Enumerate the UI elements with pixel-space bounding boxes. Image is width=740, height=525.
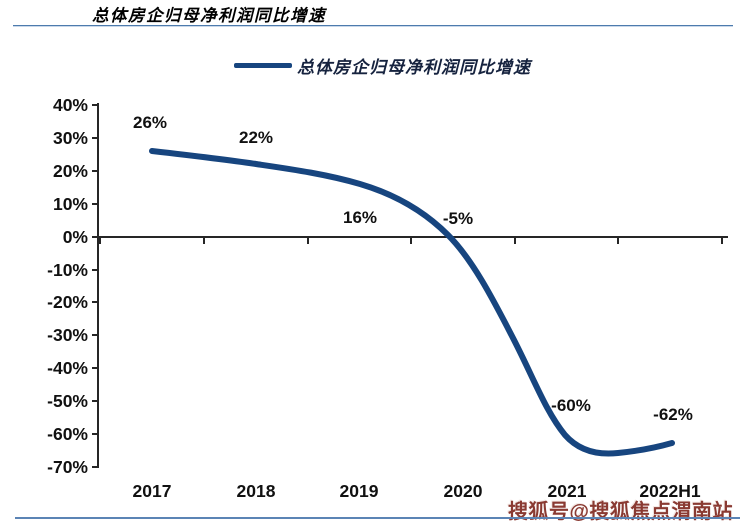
series-line <box>149 148 675 457</box>
y-tick-label: 30% <box>53 128 88 148</box>
y-tick-label: 0% <box>63 227 89 247</box>
x-tick-label: 2020 <box>444 481 483 501</box>
chart-legend: 总体房企归母净利润同比增速 <box>234 53 531 78</box>
data-label: 26% <box>133 113 167 132</box>
data-label: -62% <box>653 405 693 424</box>
data-label: 16% <box>343 208 377 227</box>
y-tick-label: -10% <box>47 260 88 280</box>
data-label: -5% <box>443 209 473 228</box>
x-tick-label: 2017 <box>133 481 172 501</box>
page-title: 总体房企归母净利润同比增速 <box>92 6 326 25</box>
y-tick-label: -70% <box>47 457 88 477</box>
title-underline <box>13 25 733 27</box>
y-axis-ticks <box>92 104 98 468</box>
y-tick-label: 40% <box>53 95 88 115</box>
x-tick-label: 2022H1 <box>639 481 701 501</box>
data-label: 22% <box>239 128 273 147</box>
y-tick-label: 20% <box>53 161 88 181</box>
x-tick-label: 2019 <box>340 481 379 501</box>
x-tick-label: 2021 <box>548 481 587 501</box>
y-tick-label: -30% <box>47 325 88 345</box>
y-tick-label: -50% <box>47 391 88 411</box>
x-tick-label: 2018 <box>237 481 276 501</box>
legend-label: 总体房企归母净利润同比增速 <box>297 58 531 77</box>
x-axis-ticks <box>99 237 723 244</box>
data-label: -60% <box>551 396 591 415</box>
y-tick-label: -60% <box>47 424 88 444</box>
y-tick-label: -20% <box>47 292 88 312</box>
bottom-divider <box>15 517 740 519</box>
watermark: 搜狐号@搜狐焦点渭南站 <box>507 501 733 523</box>
legend-line-swatch <box>234 63 292 68</box>
y-tick-label: -40% <box>47 358 88 378</box>
y-tick-label: 10% <box>53 194 88 214</box>
